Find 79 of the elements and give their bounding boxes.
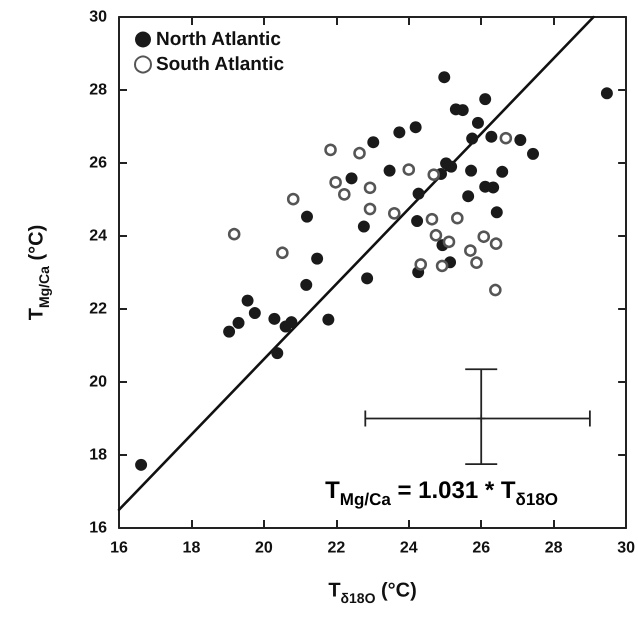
point [410,121,422,134]
point [412,188,425,200]
point [353,146,366,160]
point [472,116,484,129]
point [364,202,376,216]
point [388,207,401,220]
point [464,244,477,257]
point [489,284,502,296]
point [346,172,358,184]
point [490,206,503,218]
point [311,252,324,265]
point [384,164,396,177]
x-tick-label: 28 [544,540,563,556]
point [445,160,458,173]
point [451,212,464,224]
point [301,210,313,223]
x-tick-label: 30 [617,540,636,556]
x-tick-label: 20 [254,540,273,556]
point [414,258,428,271]
point [438,71,450,84]
y-tick-label: 18 [89,446,108,464]
y-tick-label: 16 [89,520,108,536]
point [462,190,474,202]
point [268,312,280,325]
point [485,130,498,143]
y-tick-label: 22 [89,300,108,318]
point [427,168,440,181]
point [436,260,448,272]
point [228,228,240,240]
point [232,316,245,329]
point [430,228,442,242]
point [442,236,456,248]
point [322,314,334,326]
point [527,148,540,160]
point [479,93,492,106]
point [367,136,380,148]
legend-label: North Atlantic [156,29,282,50]
x-tick-label: 18 [182,540,200,556]
point [402,163,416,176]
y-tick-label: 26 [89,154,108,172]
point [393,126,406,138]
point [487,181,500,194]
y-tick-label: 30 [89,8,108,26]
point [411,215,424,228]
point [324,144,337,156]
point [358,220,370,233]
point [477,230,490,244]
point [496,166,508,178]
point [490,237,502,250]
point [470,256,483,269]
point [135,458,148,471]
point [477,414,486,422]
point [500,132,512,144]
point [286,192,300,206]
legend-label: South Atlantic [156,54,284,75]
point [285,316,298,328]
y-tick-label: 28 [89,82,108,98]
point [361,272,374,284]
point [466,132,478,145]
x-tick-label: 24 [400,540,418,556]
point [242,294,254,307]
point [329,176,342,189]
point [276,246,289,260]
point [465,164,478,177]
point [514,134,526,146]
x-tick-label: 26 [472,540,490,556]
point [271,347,284,360]
point [426,212,438,226]
point [223,326,236,338]
y-tick-label: 20 [89,374,108,390]
y-tick-label: 24 [89,228,108,244]
point [600,87,613,100]
x-tick-label: 22 [327,540,346,556]
point [364,182,376,194]
y-axis-title: TMg/Ca (°C) [26,224,52,320]
point [338,188,351,201]
x-tick-label: 16 [110,540,128,556]
point [248,307,261,320]
point [300,278,312,291]
